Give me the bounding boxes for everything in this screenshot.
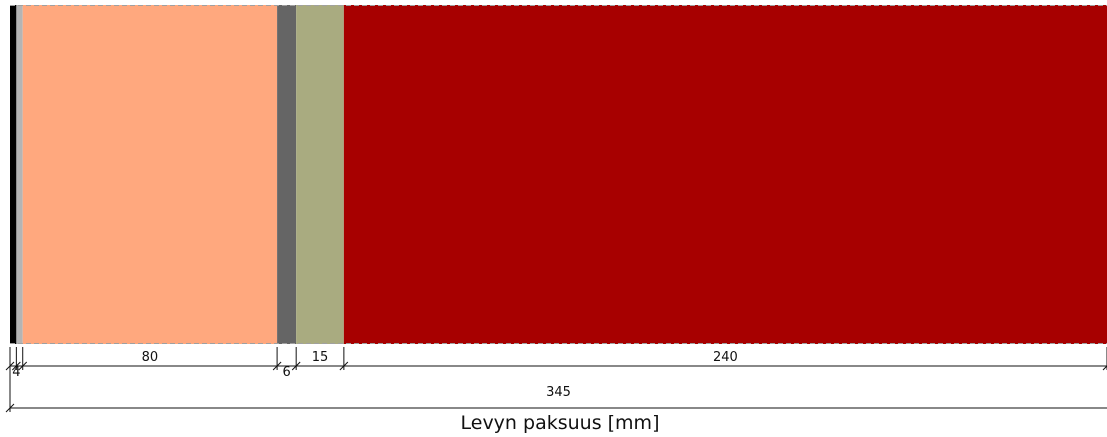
- layer-stack: [10, 5, 1107, 344]
- layer-2: [22, 5, 278, 344]
- dimension-tick-5: [339, 361, 349, 371]
- x-axis-title: Levyn paksuus [mm]: [461, 412, 660, 434]
- small-dimension-label-1: 6: [282, 365, 290, 380]
- layer-label-2: 80: [142, 350, 159, 365]
- layer-label-4: 15: [312, 350, 329, 365]
- dimension-tick-1: [12, 361, 21, 371]
- dimension-tick-3: [272, 361, 282, 371]
- layer-5: [343, 5, 1107, 344]
- total-thickness-label: 345: [546, 385, 571, 400]
- layer-1: [16, 5, 23, 344]
- small-dimension-label-0: 4: [12, 365, 20, 380]
- layer-label-5: 240: [713, 350, 738, 365]
- dimension-tick-4: [291, 361, 301, 371]
- dimension-tick-2: [18, 361, 28, 371]
- dimension-tick-6: [1102, 365, 1107, 371]
- layer-4: [296, 5, 344, 344]
- total-dimension-tick: [5, 403, 15, 413]
- dimension-lines: 80 15 240 4 6 345: [5, 347, 1107, 413]
- layer-0: [10, 5, 17, 344]
- layer-3: [277, 5, 297, 344]
